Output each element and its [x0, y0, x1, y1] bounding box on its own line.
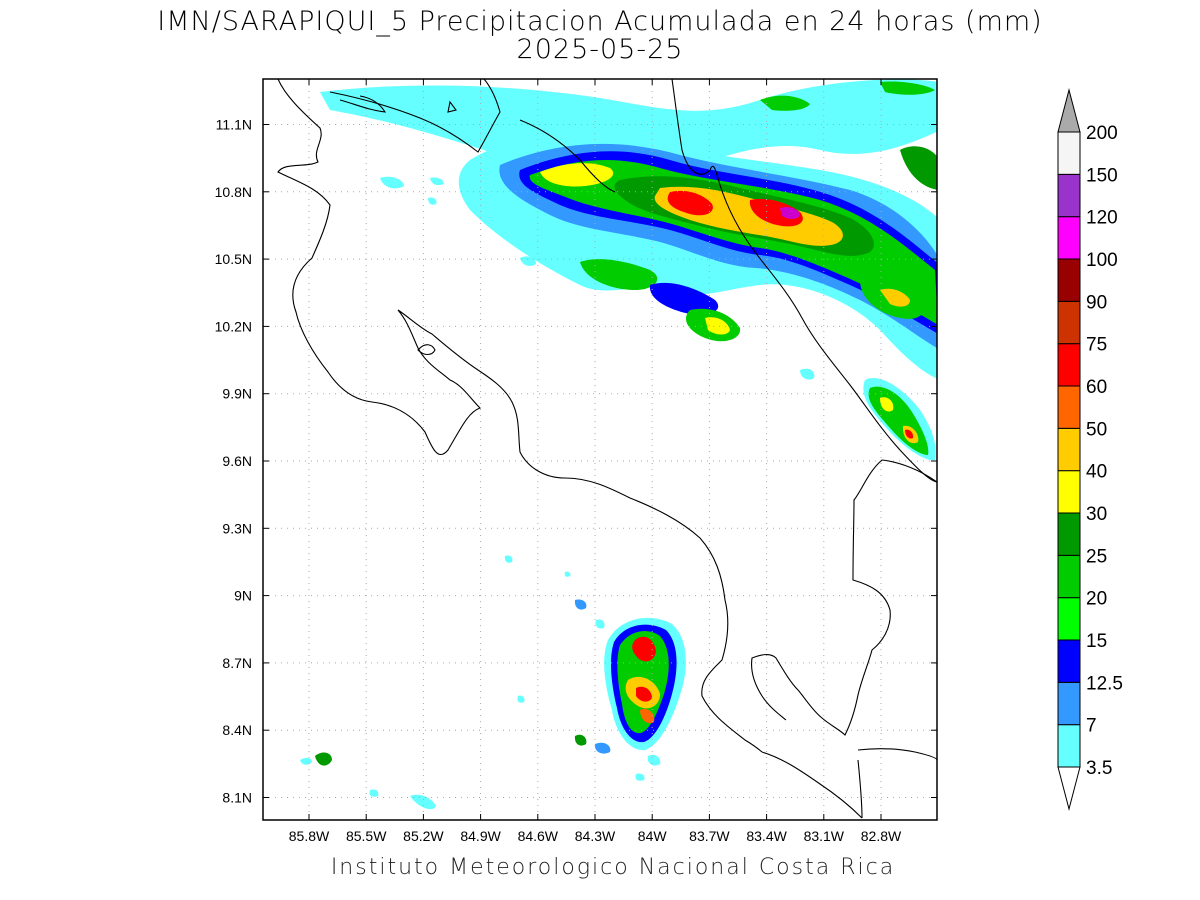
legend-level-label: 75	[1086, 335, 1107, 356]
legend-color-band	[1057, 173, 1081, 218]
latitude-tick-label: 10.8N	[215, 184, 252, 200]
map-gridlines	[263, 79, 937, 820]
precipitation-legend: 3.5 7 12.5 15 20 25 30 40 50 60 75 90 100 120 150 200	[1057, 88, 1123, 811]
longitude-tick-label: 84.6W	[518, 828, 559, 844]
latitude-axis: 11.1N 10.8N 10.5N 10.2N 9.9N 9.6N 9.3N 9N 8.7N 8.…	[215, 117, 937, 806]
legend-level-label: 12.5	[1086, 673, 1123, 694]
legend-color-band	[1057, 470, 1081, 514]
longitude-tick-label: 82.8W	[861, 828, 902, 844]
legend-color-band	[1057, 258, 1081, 302]
credit-line: Instituto Meteorologico Nacional Costa R…	[330, 855, 896, 880]
latitude-tick-label: 10.5N	[215, 251, 252, 267]
legend-color-band	[1057, 131, 1081, 175]
legend-level-label: 100	[1086, 250, 1118, 271]
coastline	[277, 79, 937, 819]
legend-color-band	[1057, 554, 1081, 599]
legend-color-band	[1057, 724, 1081, 768]
legend-color-band	[1057, 639, 1081, 683]
legend-level-label: 25	[1086, 546, 1107, 567]
latitude-tick-label: 9N	[234, 588, 252, 604]
legend-color-band	[1057, 343, 1081, 387]
legend-color-band	[1057, 427, 1081, 472]
map-title: IMN/SARAPIQUI_5 Precipitacion Acumulada …	[157, 6, 1043, 37]
legend-color-band	[1057, 597, 1081, 641]
longitude-tick-label: 85.8W	[289, 828, 330, 844]
legend-lower-arrow	[1057, 766, 1081, 811]
legend-color-band	[1057, 385, 1081, 429]
latitude-tick-label: 9.9N	[222, 386, 252, 402]
latitude-tick-label: 10.2N	[215, 318, 252, 334]
map-date: 2025-05-25	[516, 34, 684, 65]
legend-color-band	[1057, 216, 1081, 260]
latitude-tick-label: 9.6N	[222, 453, 252, 469]
legend-color-band	[1057, 300, 1081, 345]
latitude-tick-label: 8.1N	[222, 790, 252, 806]
legend-level-label: 150	[1086, 165, 1118, 186]
legend-level-label: 50	[1086, 419, 1107, 440]
map-frame	[262, 78, 938, 821]
legend-color-band	[1057, 512, 1081, 556]
legend-level-label: 90	[1086, 292, 1107, 313]
legend-level-label: 30	[1086, 504, 1107, 525]
rain-band-north	[320, 79, 937, 461]
longitude-tick-label: 85.2W	[403, 828, 444, 844]
latitude-tick-label: 11.1N	[216, 117, 252, 133]
precipitation-field	[300, 79, 937, 810]
legend-upper-arrow	[1057, 88, 1081, 133]
legend-level-label: 40	[1086, 462, 1107, 483]
latitude-tick-label: 8.4N	[222, 722, 252, 738]
legend-level-label: 20	[1086, 589, 1107, 610]
longitude-tick-label: 84W	[638, 828, 668, 844]
legend-level-label: 3.5	[1086, 758, 1112, 779]
longitude-tick-label: 83.4W	[746, 828, 787, 844]
latitude-tick-label: 8.7N	[222, 655, 252, 671]
legend-level-label: 15	[1086, 631, 1107, 652]
legend-color-band	[1057, 681, 1081, 726]
longitude-tick-label: 83.1W	[804, 828, 845, 844]
rain-cell-south	[300, 555, 686, 810]
longitude-tick-label: 83.7W	[689, 828, 730, 844]
longitude-tick-label: 85.5W	[346, 828, 387, 844]
legend-level-label: 60	[1086, 377, 1107, 398]
longitude-axis: 85.8W 85.5W 85.2W 84.9W 84.6W 84.3W 84W 83.7W 83…	[289, 79, 902, 844]
latitude-tick-label: 9.3N	[222, 520, 252, 536]
legend-level-label: 200	[1086, 123, 1118, 144]
legend-level-label: 7	[1086, 716, 1097, 737]
legend-level-label: 120	[1086, 208, 1118, 229]
longitude-tick-label: 84.9W	[460, 828, 501, 844]
longitude-tick-label: 84.3W	[575, 828, 616, 844]
